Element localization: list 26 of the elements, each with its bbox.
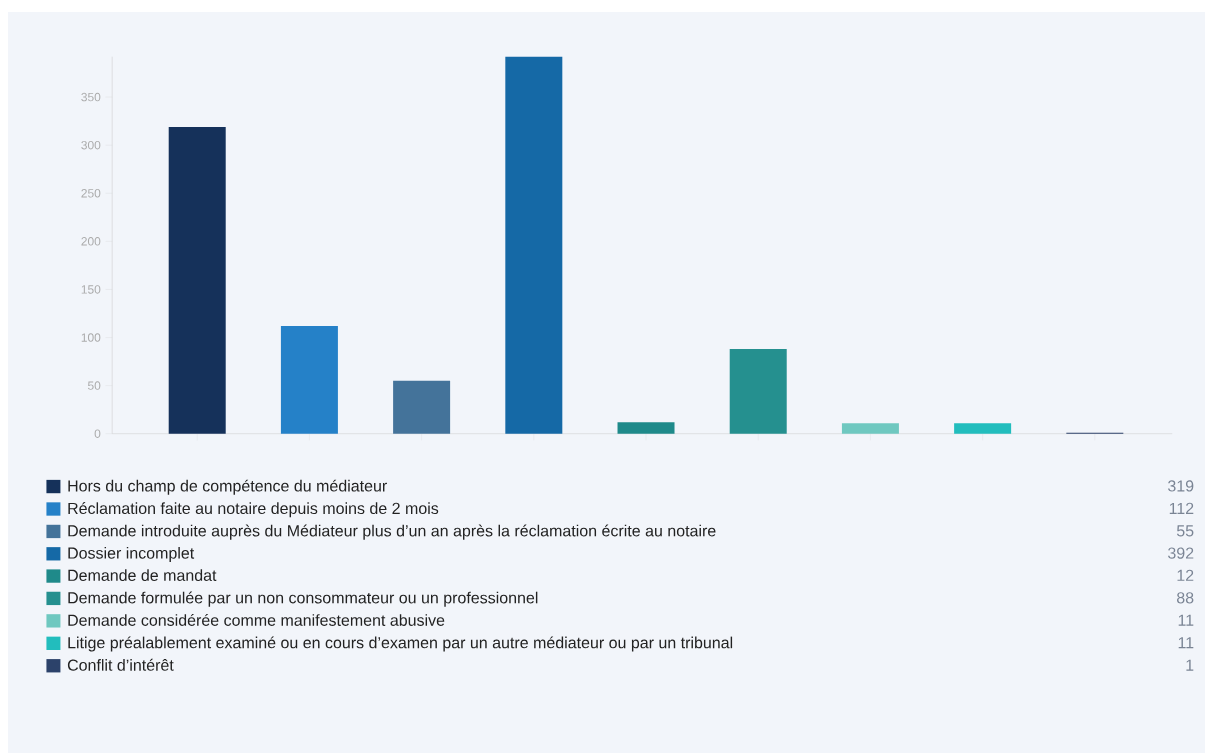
legend-label: Conflit d’intérêt bbox=[67, 658, 174, 671]
text: 392 bbox=[1168, 547, 1194, 559]
y-tick-label: 300 bbox=[81, 140, 101, 150]
legend-label: Litige préalablement examiné ou en cours d’examen par un autre médiateur ou par un tribunal bbox=[68, 636, 733, 652]
legend-label: Demande formulée par un non consommateur ou un professionnel bbox=[68, 591, 538, 607]
text: 11 bbox=[1178, 614, 1194, 626]
y-tick-label: 100 bbox=[81, 333, 101, 342]
legend-label: Dossier incomplet bbox=[68, 547, 195, 562]
legend-label: Demande considérée comme manifestement abusive bbox=[68, 613, 445, 626]
y-tick-label: 50 bbox=[87, 381, 101, 390]
text: 319 bbox=[1168, 480, 1194, 492]
legend-label: Réclamation faite au notaire depuis moins de 2 mois bbox=[68, 502, 439, 518]
text: 1 bbox=[1186, 659, 1194, 671]
y-tick-label: 150 bbox=[81, 285, 101, 294]
y-tick-label: 350 bbox=[81, 92, 101, 102]
y-tick-label: 250 bbox=[81, 189, 101, 198]
legend-label: Hors du champ de compétence du médiateur bbox=[68, 479, 387, 495]
text: 112 bbox=[1169, 502, 1194, 514]
text: 12 bbox=[1177, 569, 1194, 581]
y-tick-label: 0 bbox=[94, 429, 101, 438]
text: 11 bbox=[1178, 637, 1194, 649]
y-tick-label: 200 bbox=[81, 237, 101, 246]
legend-label: Demande introduite auprès du Médiateur plus d’un an après la réclamation écrite au notaire bbox=[68, 524, 716, 540]
text: 88 bbox=[1176, 592, 1194, 604]
text: 55 bbox=[1176, 525, 1194, 537]
legend-label: Demande de mandat bbox=[68, 569, 217, 581]
